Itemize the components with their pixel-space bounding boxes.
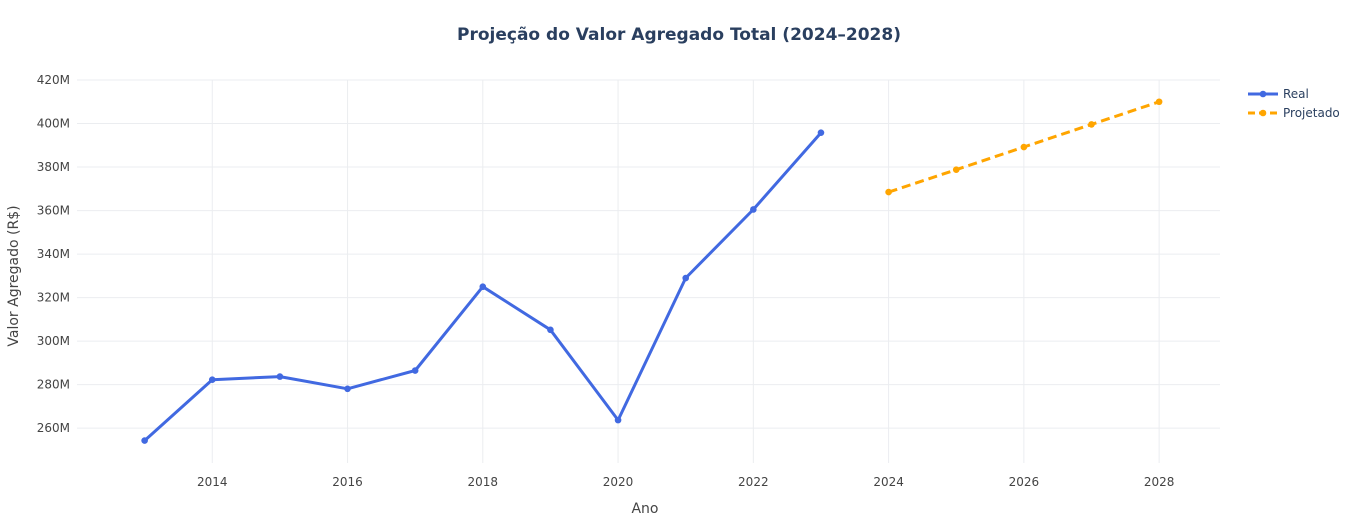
data-point[interactable] [1020,143,1028,151]
y-tick-label: 360M [37,204,70,218]
x-tick-label: 2024 [873,475,904,489]
data-point[interactable] [952,166,960,173]
x-tick-label: 2016 [332,475,363,489]
data-point[interactable] [411,367,419,374]
x-tick-label: 2026 [1009,475,1040,489]
legend-marker [1259,109,1267,117]
x-tick-label: 2022 [738,475,769,489]
legend-item-projetado[interactable]: Projetado [1248,106,1340,120]
data-point[interactable] [1155,98,1163,106]
y-axis-ticks: 260M 280M 300M 320M 340M 360M 380M 400M 420M [37,73,70,435]
y-tick-label: 400M [37,117,70,131]
y-tick-label: 260M [37,421,70,435]
y-axis-title: Valor Agregado (R$) [6,205,22,346]
data-point[interactable] [276,373,284,380]
data-point[interactable] [1088,121,1095,128]
data-point[interactable] [479,283,487,291]
data-point[interactable] [208,376,216,383]
y-tick-label: 280M [37,378,70,392]
data-point[interactable] [141,437,148,444]
legend: Real Projetado [1248,87,1340,120]
y-tick-label: 320M [37,291,70,305]
data-point[interactable] [682,274,689,282]
grid [77,79,1220,463]
x-tick-label: 2020 [603,475,634,489]
data-point[interactable] [817,129,825,136]
legend-label: Projetado [1283,106,1340,120]
series-layer [141,98,1163,444]
x-tick-label: 2028 [1144,475,1175,489]
legend-item-real[interactable]: Real [1248,87,1309,101]
data-point[interactable] [885,188,892,196]
series-projetado [885,98,1163,196]
data-point[interactable] [614,416,622,424]
y-tick-label: 340M [37,247,70,261]
x-axis-ticks: 2014 2016 2018 2020 2022 2024 2026 2028 [197,475,1174,489]
legend-marker [1259,90,1267,98]
series-real [141,129,825,444]
data-point[interactable] [344,385,351,393]
data-point[interactable] [547,326,554,334]
y-tick-label: 380M [37,160,70,174]
y-tick-label: 300M [37,334,70,348]
data-point[interactable] [750,206,757,213]
x-tick-label: 2018 [468,475,499,489]
x-tick-label: 2014 [197,475,228,489]
x-axis-title: Ano [631,501,658,517]
legend-label: Real [1283,87,1309,101]
chart-title: Projeção do Valor Agregado Total (2024–2… [457,25,901,45]
y-tick-label: 420M [37,73,70,87]
